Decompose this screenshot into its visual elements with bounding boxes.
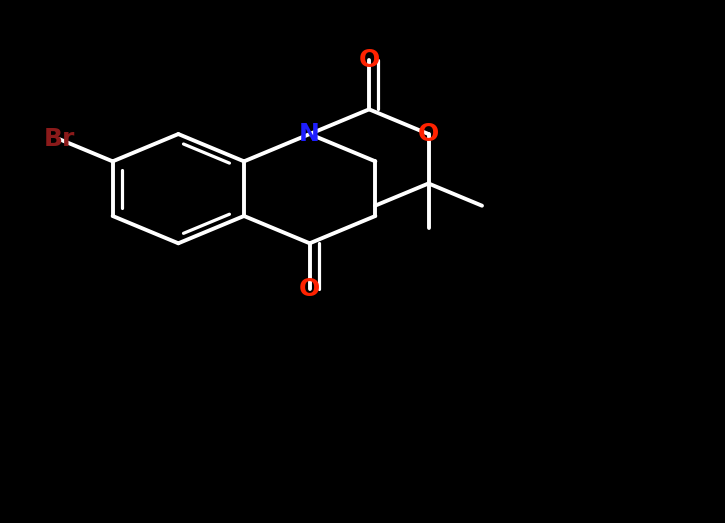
Text: O: O bbox=[418, 122, 439, 146]
Text: Br: Br bbox=[44, 127, 75, 151]
Text: O: O bbox=[299, 277, 320, 301]
Text: N: N bbox=[299, 122, 320, 146]
Text: O: O bbox=[358, 48, 380, 72]
